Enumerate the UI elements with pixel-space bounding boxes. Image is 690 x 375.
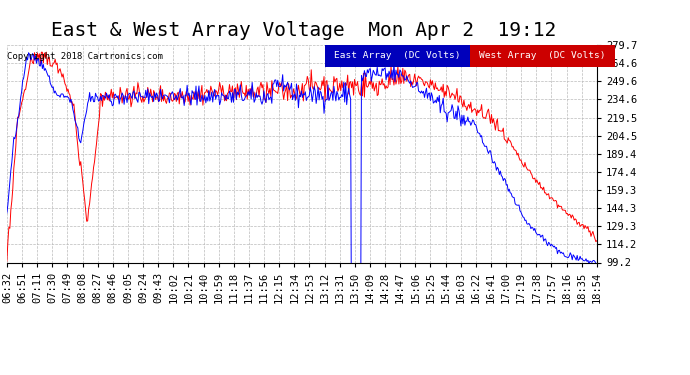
FancyBboxPatch shape [326,45,470,67]
FancyBboxPatch shape [470,45,615,67]
Text: East Array  (DC Volts): East Array (DC Volts) [335,51,461,60]
Text: East & West Array Voltage  Mon Apr 2  19:12: East & West Array Voltage Mon Apr 2 19:1… [51,21,556,40]
Text: Copyright 2018 Cartronics.com: Copyright 2018 Cartronics.com [8,51,164,60]
Text: West Array  (DC Volts): West Array (DC Volts) [479,51,606,60]
